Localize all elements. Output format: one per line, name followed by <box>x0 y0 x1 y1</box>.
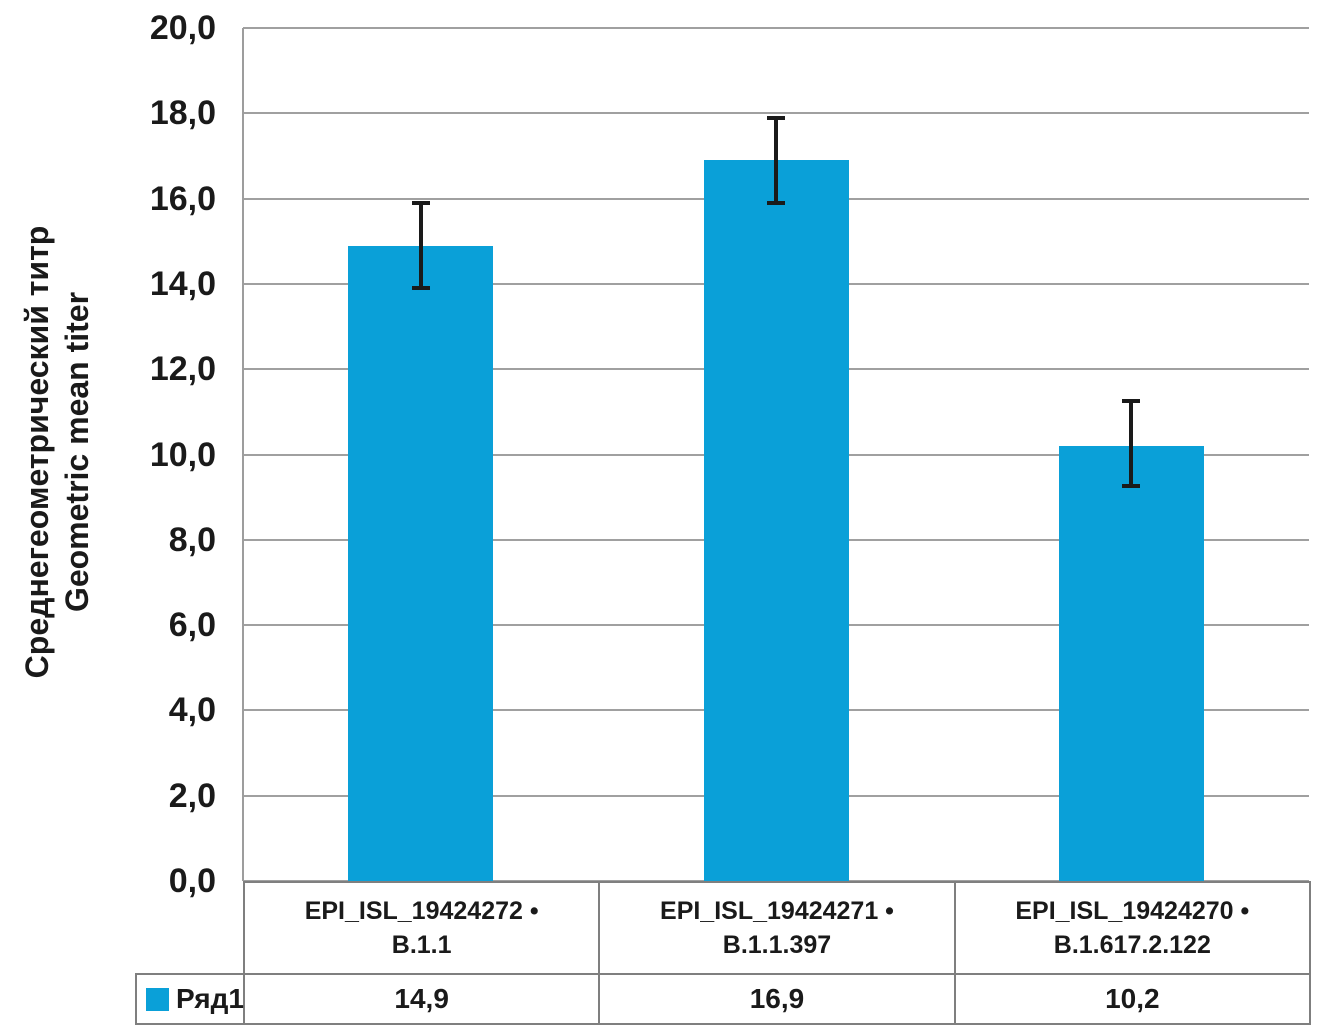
error-bar-line <box>774 117 778 203</box>
y-axis-line <box>242 28 244 881</box>
category-label-line2: B.1.617.2.122 <box>1053 931 1211 959</box>
y-tick-label: 10,0 <box>149 435 216 474</box>
y-tick-label: 4,0 <box>168 691 216 730</box>
error-bar-cap-top <box>767 115 785 120</box>
error-bar-line <box>1129 401 1134 487</box>
error-bar-cap-bottom <box>767 200 785 205</box>
series-value-cell: 10,2 <box>1105 983 1160 1014</box>
data-table-row: Ряд1 14,9 16,9 10,2 <box>135 973 1311 1025</box>
y-tick-label: 0,0 <box>168 862 216 900</box>
category-label-cell: EPI_ISL_19424271 • B.1.1.397 <box>600 883 956 973</box>
category-label-line1: EPI_ISL_19424270 • <box>1015 897 1250 925</box>
category-label-cell: EPI_ISL_19424270 • B.1.617.2.122 <box>956 883 1309 973</box>
y-tick-label: 14,0 <box>149 264 216 303</box>
error-bar-cap-bottom <box>1122 484 1141 489</box>
y-tick-label: 20,0 <box>149 9 216 47</box>
bar-B.1.1 <box>348 245 494 881</box>
category-label-line2: B.1.1.397 <box>722 931 832 959</box>
y-tick-label: 2,0 <box>168 776 216 815</box>
gridline-20,0 <box>243 27 1309 29</box>
bar-B.1.1.397 <box>703 160 849 881</box>
gridline-18,0 <box>243 112 1309 115</box>
category-label-line1: EPI_ISL_19424272 • <box>304 897 539 925</box>
category-label-line1: EPI_ISL_19424271 • <box>660 897 894 925</box>
category-label-cell: EPI_ISL_19424272 • B.1.1 <box>245 883 601 973</box>
series-value-cell: 16,9 <box>600 975 956 1023</box>
series-legend-label: Ряд1 <box>176 983 244 1014</box>
y-tick-label: 8,0 <box>168 520 216 559</box>
series-value-cell: 14,9 <box>245 975 601 1023</box>
category-label-line2: B.1.1 <box>391 931 452 959</box>
error-bar-cap-bottom <box>411 286 430 291</box>
series-legend-swatch <box>146 987 169 1011</box>
error-bar-cap-top <box>1122 399 1141 404</box>
y-tick-label: 18,0 <box>149 94 216 133</box>
y-tick-label: 12,0 <box>149 350 216 389</box>
y-tick-label: 6,0 <box>168 606 216 645</box>
bar-B.1.617.2.122 <box>1058 445 1204 881</box>
error-bar-line <box>418 202 423 289</box>
legend-cell: Ряд1 <box>137 975 245 1023</box>
y-tick-label: 16,0 <box>149 179 216 218</box>
error-bar-cap-top <box>411 200 430 205</box>
category-axis-table-row: EPI_ISL_19424272 • B.1.1 EPI_ISL_19424271 … <box>243 881 1311 975</box>
